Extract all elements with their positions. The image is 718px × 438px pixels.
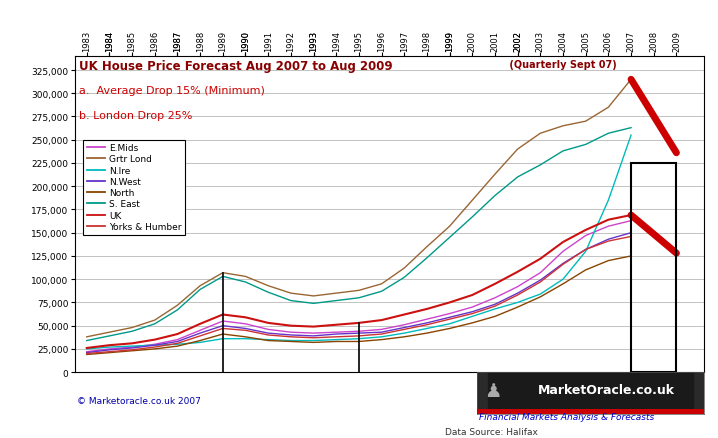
Text: Data Source: Halifax: Data Source: Halifax <box>445 427 538 436</box>
Text: © Marketoracle.co.uk 2007: © Marketoracle.co.uk 2007 <box>77 396 201 405</box>
Text: UK House Price Forecast Aug 2007 to Aug 2009: UK House Price Forecast Aug 2007 to Aug … <box>78 60 392 73</box>
Text: b. London Drop 25%: b. London Drop 25% <box>78 110 192 120</box>
Text: a.  Average Drop 15% (Minimum): a. Average Drop 15% (Minimum) <box>78 85 264 95</box>
Legend: E.Mids, Grtr Lond, N.Ire, N.West, North, S. East, UK, Yorks & Humber: E.Mids, Grtr Lond, N.Ire, N.West, North,… <box>83 140 185 235</box>
Text: MarketOracle.co.uk: MarketOracle.co.uk <box>538 383 675 396</box>
Text: (Quarterly Sept 07): (Quarterly Sept 07) <box>505 60 617 70</box>
Text: ♟: ♟ <box>485 381 502 400</box>
Text: Financial Markets Analysis & Forecasts: Financial Markets Analysis & Forecasts <box>479 412 654 421</box>
Bar <box>631 164 676 372</box>
